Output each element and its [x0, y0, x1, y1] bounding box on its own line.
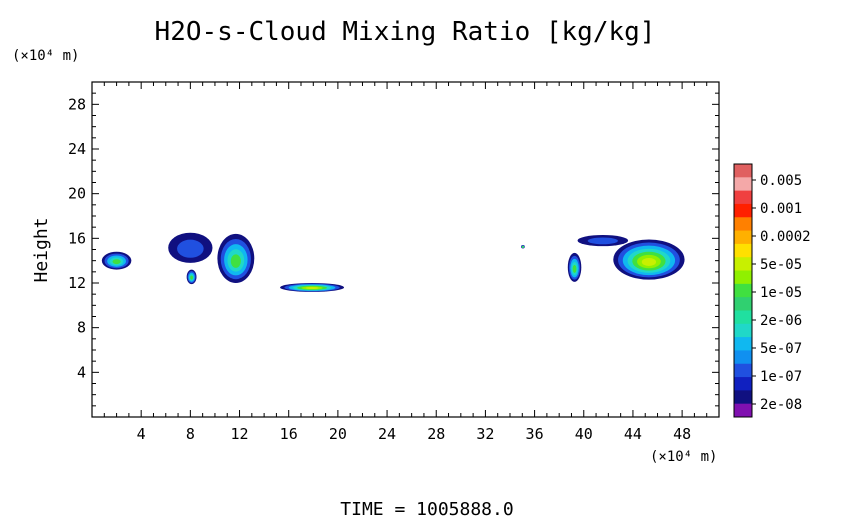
colorbar-label: 5e-07 [760, 341, 802, 357]
x-tick-label: 4 [137, 425, 146, 443]
colorbar-swatch [734, 257, 752, 271]
colorbar-label: 5e-05 [760, 257, 802, 273]
x-tick-label: 32 [476, 425, 494, 443]
cloud-patch [280, 283, 345, 292]
colorbar-label: 0.0002 [760, 229, 811, 245]
x-tick-label: 28 [427, 425, 445, 443]
cloud-contour [305, 287, 319, 290]
colorbar-swatch [734, 283, 752, 298]
cloud-patch [577, 234, 629, 247]
colorbar-frame [733, 163, 753, 418]
cloud-patch [521, 245, 525, 249]
colorbar-label: 1e-07 [760, 369, 802, 385]
x-tick-label: 16 [280, 425, 298, 443]
colorbar-swatch [734, 323, 752, 338]
y-tick-label: 20 [68, 185, 86, 203]
cloud-contour [521, 245, 524, 248]
x-tick-label: 8 [186, 425, 195, 443]
colorbar-label: 2e-06 [760, 313, 802, 329]
cloud-contour [587, 237, 618, 245]
colorbar-swatch [734, 377, 752, 391]
x-axis: 4 8 12 16 20 24 28 32 36 40 44 48 [103, 82, 708, 443]
colorbar-swatch [734, 337, 752, 351]
y-tick-label: 16 [68, 229, 86, 247]
cloud-patch [217, 233, 255, 283]
cloud-contour [641, 257, 657, 266]
y-tick-label: 8 [77, 319, 86, 337]
colorbar-swatch [734, 403, 752, 418]
cloud-patch [168, 232, 213, 263]
x-tick-label: 12 [230, 425, 248, 443]
cloud-field [101, 232, 685, 292]
x-unit-label: (×10⁴ m) [650, 449, 717, 465]
y-axis: 4 8 12 16 20 24 28 [68, 92, 719, 407]
colorbar-swatch [734, 190, 752, 205]
cloud-contour [230, 254, 241, 268]
y-axis-label: Height [31, 217, 52, 282]
y-tick-label: 12 [68, 274, 86, 292]
colorbar-swatch [734, 177, 752, 192]
x-tick-label: 48 [673, 425, 691, 443]
cloud-patch [613, 239, 685, 280]
colorbar-label: 0.001 [760, 201, 802, 217]
cloud-contour [112, 259, 121, 265]
colorbar-swatch [734, 297, 752, 311]
time-footer: TIME = 1005888.0 [340, 499, 513, 519]
cloud-patch [101, 251, 132, 270]
x-tick-label: 24 [378, 425, 396, 443]
cloud-patch [186, 269, 197, 285]
colorbar-legend: 0.005 0.001 0.0002 5e-05 1e-05 2e-06 5e-07 1e-0… [733, 163, 811, 418]
cloud-patch [567, 252, 582, 282]
x-tick-label: 20 [329, 425, 347, 443]
y-unit-label: (×10⁴ m) [12, 48, 79, 64]
chart-title: H2O-s-Cloud Mixing Ratio [kg/kg] [155, 17, 656, 47]
colorbar-swatch [734, 350, 752, 365]
colorbar-swatch [734, 270, 752, 285]
colorbar-swatch [734, 230, 752, 245]
cloud-contour [177, 239, 204, 258]
colorbar-swatch [734, 164, 752, 178]
colorbar-swatch [734, 217, 752, 231]
colorbar-swatch [734, 390, 752, 405]
x-tick-label: 36 [526, 425, 544, 443]
colorbar-swatch [734, 363, 752, 378]
colorbar-label: 0.005 [760, 173, 802, 189]
y-tick-label: 28 [68, 95, 86, 113]
colorbar-label: 1e-05 [760, 285, 802, 301]
colorbar-swatch [734, 310, 752, 325]
x-tick-label: 44 [624, 425, 642, 443]
x-tick-label: 40 [575, 425, 593, 443]
cloud-contour [190, 275, 193, 280]
colorbar-swatch [734, 243, 752, 258]
colorbar-label: 2e-08 [760, 397, 802, 413]
colorbar-swatch [734, 203, 752, 218]
cloud-contour [572, 264, 577, 273]
y-tick-label: 4 [77, 363, 86, 381]
y-tick-label: 24 [68, 140, 86, 158]
